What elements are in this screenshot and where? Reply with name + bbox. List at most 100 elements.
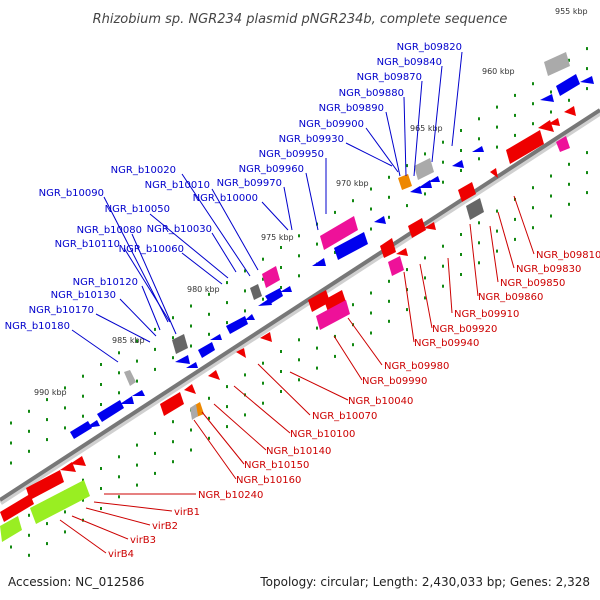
tick-dot xyxy=(316,366,318,370)
reverse-gene-labels: NGR_b09810 NGR_b09830 NGR_b09850 NGR_b09… xyxy=(108,250,600,560)
tick-dot xyxy=(442,284,444,288)
tick-dot xyxy=(154,367,156,371)
tick-dot xyxy=(550,174,552,178)
tick-dot xyxy=(388,299,390,303)
gene-label: NGR_b10150 xyxy=(244,460,309,471)
tick-dot xyxy=(208,332,210,336)
tick-dot xyxy=(226,405,228,409)
tick-dot xyxy=(226,281,228,285)
gene-forward xyxy=(198,342,215,358)
gene-label: NGR_b09880 xyxy=(339,88,404,99)
tick-dot xyxy=(190,428,192,432)
tick-dot xyxy=(568,202,570,206)
tick-dot xyxy=(208,396,210,400)
tick-dot xyxy=(568,98,570,102)
tick-dot xyxy=(136,379,138,383)
gene-label: NGR_b09940 xyxy=(414,338,479,349)
gene-label: NGR_b10120 xyxy=(73,277,138,288)
gene-label: NGR_b09860 xyxy=(478,292,543,303)
gene-forward xyxy=(428,176,440,182)
tick-dot xyxy=(478,157,480,161)
tick-dot xyxy=(532,122,534,126)
tick-dot xyxy=(460,253,462,256)
map-title: Rhizobium sp. NGR234 plasmid pNGR234b, c… xyxy=(93,12,508,27)
gene-reverse-pink xyxy=(556,136,570,152)
gene-forward xyxy=(540,94,554,102)
tick-dot xyxy=(550,214,552,218)
gene-reverse xyxy=(26,470,64,500)
gene-reverse xyxy=(490,168,498,178)
gene-reverse xyxy=(424,222,436,230)
gene-reverse xyxy=(308,290,330,312)
tick-dot xyxy=(406,204,408,208)
tick-dot xyxy=(46,522,48,526)
gene-label: NGR_b10080 xyxy=(77,225,142,236)
tick-dot xyxy=(136,339,138,343)
gene-forward xyxy=(245,314,255,320)
gene-forward xyxy=(97,400,124,422)
tick-dot xyxy=(82,478,84,482)
tick-dot xyxy=(280,286,282,289)
tick-dot xyxy=(226,301,228,305)
tick-dot xyxy=(478,261,480,265)
tick-dot xyxy=(190,344,192,348)
tick-dot xyxy=(280,350,282,353)
tick-dot xyxy=(100,487,102,490)
gene-forward xyxy=(120,396,134,404)
tick-dot xyxy=(568,182,570,186)
tick-dot xyxy=(424,192,426,196)
tick-dot xyxy=(208,416,210,420)
gene-forward-gray xyxy=(172,334,188,354)
gene-forward-light xyxy=(414,158,434,180)
tick-dot xyxy=(424,152,426,156)
gene-forward-gray xyxy=(250,284,262,300)
tick-dot xyxy=(334,250,336,254)
tick-dot xyxy=(136,443,138,447)
tick-dot xyxy=(244,309,246,313)
gene-reverse xyxy=(564,106,576,116)
tick-dot xyxy=(370,331,372,335)
gene-reverse-lime xyxy=(0,516,22,542)
tick-dot xyxy=(64,426,66,430)
tick-dot xyxy=(424,256,426,260)
tick-dot xyxy=(46,542,48,546)
gene-reverse xyxy=(548,118,560,126)
gene-label: NGR_b10090 xyxy=(39,188,104,199)
gene-label: NGR_b10100 xyxy=(290,429,355,440)
gene-label: NGR_b09980 xyxy=(384,361,449,372)
kbp-label: 990 kbp xyxy=(34,388,67,397)
tick-dot xyxy=(190,304,192,308)
tick-dot xyxy=(64,386,66,390)
tick-dot xyxy=(136,463,138,467)
gene-label: NGR_b09900 xyxy=(299,119,364,130)
gene-label: NGR_b10170 xyxy=(29,305,94,316)
gene-label: NGR_b09910 xyxy=(454,309,519,320)
tick-dot xyxy=(442,264,444,268)
backbone xyxy=(0,108,600,502)
gene-forward-light xyxy=(544,52,570,76)
tick-dot xyxy=(280,390,282,393)
tick-dot xyxy=(208,292,210,296)
tick-dot xyxy=(10,441,12,445)
gene-forward xyxy=(175,355,190,364)
tick-dot xyxy=(298,378,300,382)
gene-reverse xyxy=(380,238,396,258)
tick-dot xyxy=(262,257,264,261)
tick-dot xyxy=(514,133,516,137)
tick-dot xyxy=(406,268,408,272)
tick-dot xyxy=(154,431,156,435)
gene-reverse xyxy=(208,370,220,380)
tick-dot xyxy=(262,277,264,281)
tick-dot xyxy=(262,297,264,301)
gene-label: NGR_b10020 xyxy=(111,165,176,176)
gene-forward xyxy=(265,288,283,304)
gene-label: NGR_b09920 xyxy=(432,324,497,335)
tick-dot xyxy=(586,87,588,91)
gene-label: NGR_b09850 xyxy=(500,278,565,289)
tick-dot xyxy=(370,187,372,191)
gene-reverse-lime xyxy=(30,480,90,524)
tick-dot xyxy=(532,226,534,230)
tick-dot xyxy=(280,266,282,269)
kbp-label: 960 kbp xyxy=(482,67,515,76)
tick-dot xyxy=(262,401,264,405)
